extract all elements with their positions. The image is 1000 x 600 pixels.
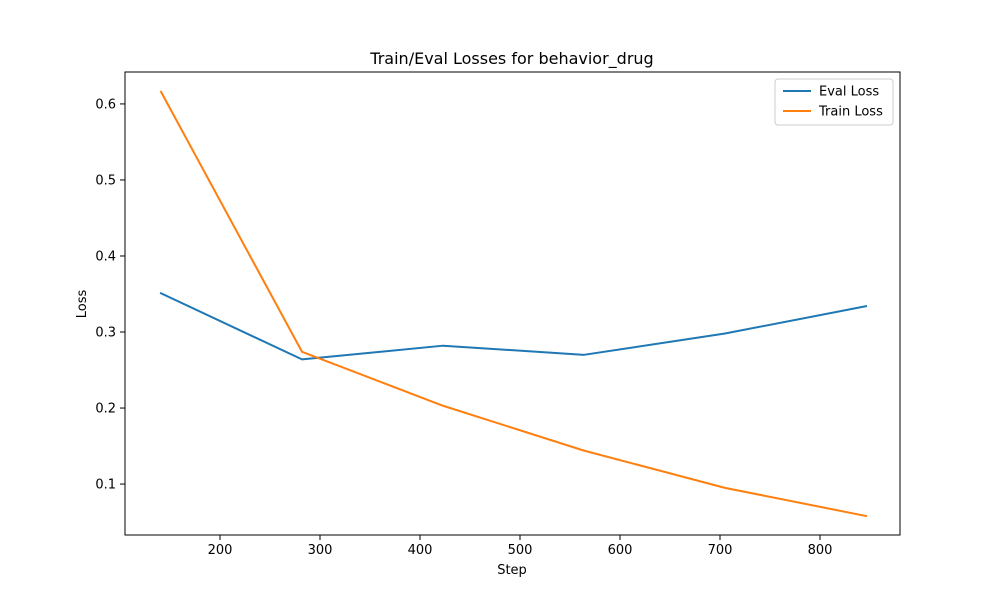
- x-tick-label: 400: [408, 543, 433, 558]
- y-tick-label: 0.2: [95, 402, 116, 417]
- y-axis-label: Loss: [75, 290, 90, 319]
- x-axis-label: Step: [497, 563, 527, 578]
- y-tick-label: 0.1: [95, 478, 116, 493]
- plot-frame: [124, 71, 901, 536]
- x-tick-label: 600: [608, 543, 633, 558]
- y-tick-label: 0.5: [95, 173, 116, 188]
- series-line-eval-loss: [159, 291, 868, 361]
- chart-title: Train/Eval Losses for behavior_drug: [369, 49, 653, 69]
- x-tick-label: 800: [808, 543, 833, 558]
- x-tick-label: 700: [708, 543, 733, 558]
- y-tick-label: 0.6: [95, 97, 116, 112]
- series-line-train-loss: [159, 90, 868, 518]
- x-tick-label: 500: [508, 543, 533, 558]
- legend-label: Train Loss: [818, 105, 883, 120]
- x-tick-label: 200: [208, 543, 233, 558]
- legend: Eval Loss Train Loss: [774, 78, 894, 126]
- y-tick-label: 0.4: [95, 249, 116, 264]
- axis-ticks: 200 300 400 500 600 700 800 0.1 0.2 0.3 0.4 0.5 0.6: [95, 97, 832, 558]
- y-tick-label: 0.3: [95, 326, 116, 341]
- plot-area: [124, 71, 901, 536]
- x-tick-label: 300: [308, 543, 333, 558]
- legend-label: Eval Loss: [819, 85, 879, 100]
